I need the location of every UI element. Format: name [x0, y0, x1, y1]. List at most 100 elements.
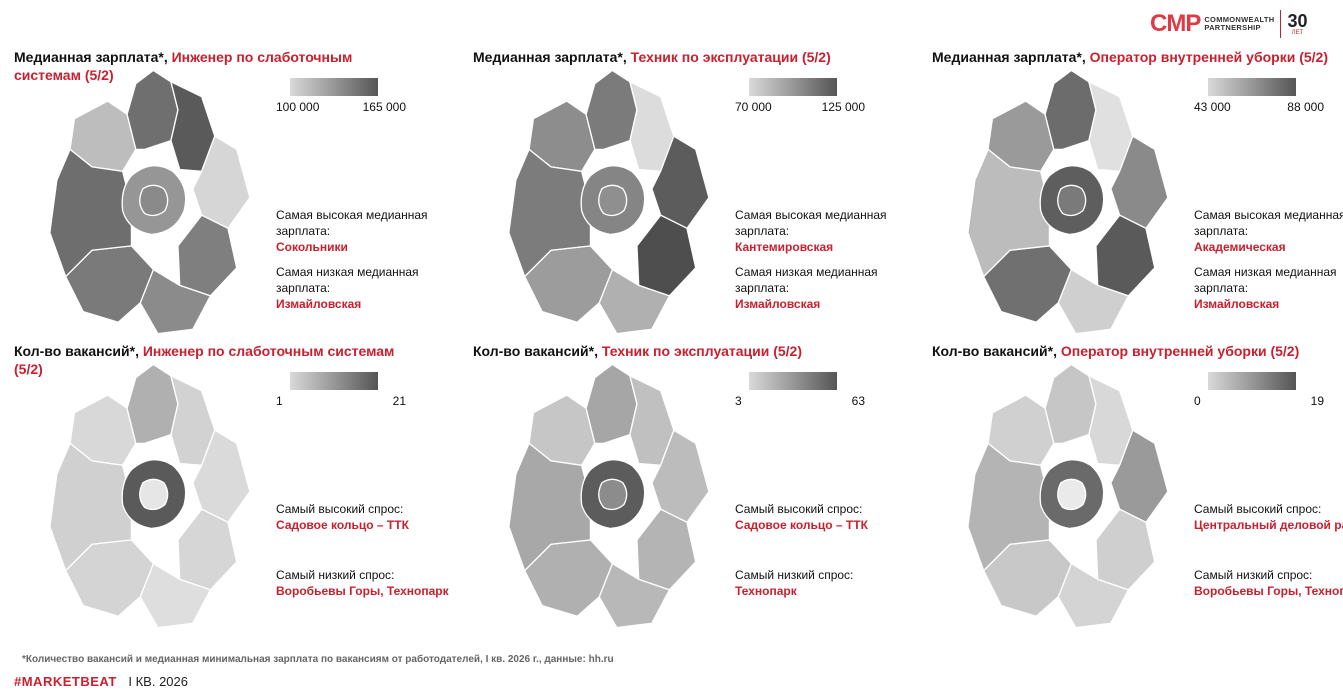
map-title-metric: Кол-во вакансий*, [14, 343, 143, 359]
marketbeat-brand: #MARKETBEAT I КВ. 2026 [14, 674, 188, 689]
marketbeat-tag: #MARKETBEAT [14, 674, 117, 689]
company-logo: CMP COMMONWEALTH PARTNERSHIP 30 ЛЕТ [1150, 8, 1330, 40]
note-highest-label: Самый высокий спрос: [276, 502, 404, 516]
note-lowest-value: Воробьевы Горы, Технопарк [276, 584, 449, 598]
legend-gradient [749, 372, 837, 390]
map-region-ne [1087, 80, 1134, 172]
note-highest-value: Центральный деловой район [1194, 518, 1343, 532]
map-title: Медианная зарплата*, Инженер по слаботоч… [14, 48, 414, 84]
logo-divider [1280, 10, 1282, 38]
legend-gradient [1208, 78, 1296, 96]
legend-min: 43 000 [1194, 100, 1231, 114]
map-region-w [508, 148, 592, 278]
map-title-position: Оператор внутренней уборки (5/2) [1089, 49, 1328, 65]
legend-gradient [290, 372, 378, 390]
moscow-choropleth-map [508, 69, 710, 335]
note-highest-value: Кантемировская [735, 240, 834, 254]
anniversary-badge: 30 ЛЕТ [1287, 11, 1308, 36]
map-region-n [585, 69, 638, 151]
map-panel-salary-technician: Медианная зарплата*, Техник по эксплуата… [473, 48, 913, 338]
note-lowest-label: Самый низкий спрос: [735, 568, 854, 582]
map-region-ne [169, 374, 216, 466]
moscow-choropleth-map [967, 363, 1169, 629]
color-legend: 70 000 125 000 [735, 78, 865, 114]
map-title: Кол-во вакансий*, Оператор внутренней уб… [932, 342, 1332, 360]
moscow-choropleth-map [49, 363, 251, 629]
map-region-n [1044, 363, 1097, 445]
note-lowest: Самый низкий спрос: Воробьевы Горы, Техно… [276, 567, 456, 599]
legend-max: 21 [392, 394, 406, 408]
legend-max: 165 000 [362, 100, 406, 114]
note-highest-label: Самый высокий спрос: [735, 502, 863, 516]
map-title-metric: Кол-во вакансий*, [473, 343, 602, 359]
legend-min: 100 000 [276, 100, 320, 114]
map-title-position: Техник по эксплуатации (5/2) [601, 343, 802, 359]
map-region-center [598, 184, 628, 217]
note-lowest-value: Измайловская [1194, 297, 1280, 311]
map-title-position: Техник по эксплуатации (5/2) [630, 49, 831, 65]
map-title-position: Инженер по слаботочным системам (5/2) [14, 49, 353, 83]
map-region-n [126, 69, 179, 151]
map-title: Кол-во вакансий*, Техник по эксплуатации… [473, 342, 873, 360]
color-legend: 0 19 [1194, 372, 1324, 408]
map-region-n [1044, 69, 1097, 151]
note-highest: Самая высокая медианная зарплата: Кантеми… [735, 207, 915, 255]
legend-labels: 3 63 [735, 394, 865, 408]
map-region-w [49, 442, 133, 572]
map-region-e [1110, 429, 1169, 524]
map-region-e [192, 429, 251, 524]
legend-min: 0 [1194, 394, 1201, 408]
note-highest: Самый высокий спрос: Садовое кольцо – ТТК [735, 501, 915, 533]
map-region-w [49, 148, 133, 278]
map-region-n [126, 363, 179, 445]
map-region-e [651, 429, 710, 524]
note-lowest-label: Самый низкий спрос: [276, 568, 395, 582]
note-highest-value: Садовое кольцо – ТТК [276, 518, 409, 532]
note-highest-value: Академическая [1194, 240, 1286, 254]
map-title-metric: Медианная зарплата*, [473, 49, 631, 65]
legend-min: 70 000 [735, 100, 772, 114]
map-panel-vacancies-engineer: Кол-во вакансий*, Инженер по слаботочным… [14, 342, 454, 632]
note-highest: Самый высокий спрос: Садовое кольцо – ТТК [276, 501, 456, 533]
note-highest: Самая высокая медианная зарплата: Сокольн… [276, 207, 456, 255]
note-lowest: Самая низкая медианная зарплата: Измайлов… [735, 264, 915, 312]
logo-mark: CMP [1150, 10, 1201, 37]
map-title-position: Инженер по слаботочным системам (5/2) [14, 343, 395, 377]
map-region-center [1057, 184, 1087, 217]
legend-max: 19 [1310, 394, 1324, 408]
legend-max: 88 000 [1287, 100, 1324, 114]
map-title-position: Оператор внутренней уборки (5/2) [1060, 343, 1300, 359]
note-lowest-value: Технопарк [735, 584, 797, 598]
map-panel-vacancies-cleaner: Кол-во вакансий*, Оператор внутренней уб… [932, 342, 1343, 632]
map-region-center [1057, 478, 1087, 511]
map-title-metric: Медианная зарплата*, [932, 49, 1090, 65]
note-highest-value: Садовое кольцо – ТТК [735, 518, 868, 532]
moscow-choropleth-map [49, 69, 251, 335]
legend-labels: 70 000 125 000 [735, 100, 865, 114]
note-highest-label: Самая высокая медианная зарплата: [1194, 208, 1343, 238]
map-title: Кол-во вакансий*, Инженер по слаботочным… [14, 342, 414, 378]
note-lowest-label: Самая низкая медианная зарплата: [276, 265, 419, 295]
note-highest-label: Самая высокая медианная зарплата: [735, 208, 887, 238]
note-lowest-value: Измайловская [276, 297, 362, 311]
legend-labels: 1 21 [276, 394, 406, 408]
legend-min: 1 [276, 394, 283, 408]
legend-max: 63 [851, 394, 865, 408]
note-lowest-label: Самый низкий спрос: [1194, 568, 1313, 582]
note-highest: Самый высокий спрос: Центральный деловой … [1194, 501, 1343, 533]
color-legend: 100 000 165 000 [276, 78, 406, 114]
note-lowest: Самый низкий спрос: Воробьевы Горы, Техно… [1194, 567, 1343, 599]
map-title: Медианная зарплата*, Техник по эксплуата… [473, 48, 873, 66]
map-title-metric: Кол-во вакансий*, [932, 343, 1061, 359]
note-lowest-value: Воробьевы Горы, Технопарк [1194, 584, 1343, 598]
map-region-center [598, 478, 628, 511]
legend-max: 125 000 [821, 100, 865, 114]
map-region-ne [628, 80, 675, 172]
map-region-w [508, 442, 592, 572]
moscow-choropleth-map [508, 363, 710, 629]
color-legend: 43 000 88 000 [1194, 78, 1324, 114]
map-region-center [139, 478, 169, 511]
note-lowest: Самая низкая медианная зарплата: Измайлов… [276, 264, 456, 312]
map-region-e [192, 135, 251, 230]
color-legend: 3 63 [735, 372, 865, 408]
